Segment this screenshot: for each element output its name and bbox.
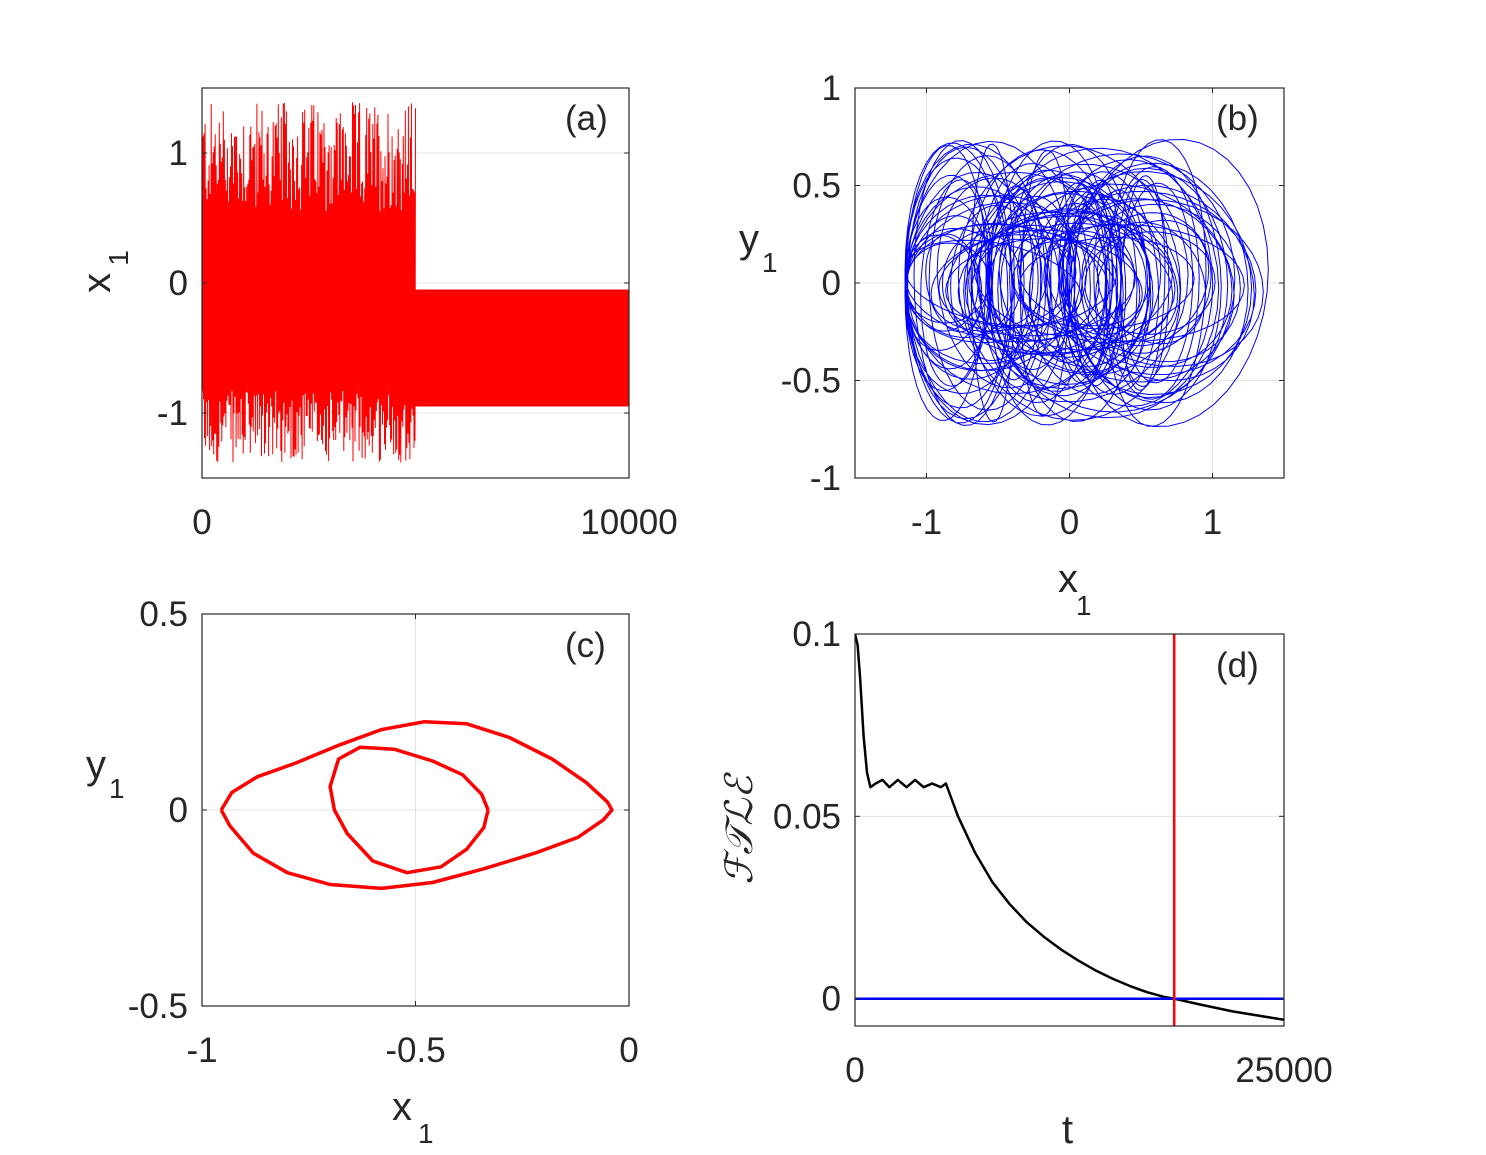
x-tick-label: 0 xyxy=(1060,503,1079,542)
panel-b-xlabel: x 1 xyxy=(1058,557,1092,621)
panel-b-xlabel-main: x xyxy=(1058,557,1078,601)
y-tick-label: -1 xyxy=(157,394,188,433)
panel-c-label: (c) xyxy=(565,626,606,665)
panel-c-grid xyxy=(201,613,630,1007)
x-tick-label: 0 xyxy=(192,503,211,542)
panel-a-ticks: 0 10000 -1 0 1 xyxy=(157,88,678,542)
panel-b-label: (b) xyxy=(1216,99,1259,138)
panel-b-attractor xyxy=(904,138,1269,428)
panel-c-ylabel: y 1 xyxy=(86,743,125,804)
panel-b-series xyxy=(904,138,1269,428)
panel-a-series xyxy=(202,102,629,463)
panel-d: 0 25000 0 0.05 0.1 (d) t ℱ𝒯ℒℰ xyxy=(717,615,1333,1152)
y-tick-label: 0 xyxy=(169,264,188,303)
y-tick-label: 0.5 xyxy=(792,167,841,206)
panel-c-xlabel-sub: 1 xyxy=(418,1118,434,1149)
panel-d-series xyxy=(855,634,1284,1026)
panel-d-ftle xyxy=(855,634,1284,1022)
panel-c: -1 -0.5 0 -0.5 0 0.5 (c) x 1 y 1 xyxy=(86,595,639,1149)
y-tick-label: 0.05 xyxy=(773,797,841,836)
y-tick-label: -0.5 xyxy=(128,987,188,1026)
panel-a-ylabel-sub: 1 xyxy=(103,250,134,266)
panel-a-periodic-band xyxy=(415,289,629,407)
panel-b-xlabel-sub: 1 xyxy=(1076,590,1092,621)
x-tick-label: 1 xyxy=(1203,503,1222,542)
y-tick-label: 0 xyxy=(169,791,188,830)
panel-a-label: (a) xyxy=(565,99,608,138)
y-tick-label: 1 xyxy=(169,134,188,173)
panel-b-ylabel-main: y xyxy=(739,217,759,261)
y-tick-label: 0.1 xyxy=(792,615,841,654)
x-tick-label: 10000 xyxy=(580,503,677,542)
y-tick-label: 0.5 xyxy=(139,595,188,634)
panel-c-ylabel-sub: 1 xyxy=(109,773,125,804)
y-tick-label: -0.5 xyxy=(781,362,841,401)
panel-d-frame xyxy=(854,633,1285,1027)
panel-a: 0 10000 -1 0 1 (a) x 1 xyxy=(75,87,678,542)
y-tick-label: 0 xyxy=(822,980,841,1019)
panel-b-ylabel-sub: 1 xyxy=(762,247,778,278)
y-tick-label: -1 xyxy=(810,459,841,498)
panel-b: -1 0 1 -1 -0.5 0 0.5 1 (b) x 1 y 1 xyxy=(739,69,1285,621)
panel-c-ticks: -1 -0.5 0 -0.5 0 0.5 xyxy=(128,595,639,1070)
panel-c-xlabel: x 1 xyxy=(392,1085,434,1149)
y-tick-label: 0 xyxy=(822,264,841,303)
x-tick-label: 0 xyxy=(845,1051,864,1090)
panel-b-ticks: -1 0 1 -1 -0.5 0 0.5 1 xyxy=(781,69,1284,542)
x-tick-label: 0 xyxy=(619,1031,638,1070)
panel-d-grid xyxy=(854,633,1285,1026)
panel-b-ylabel: y 1 xyxy=(739,217,778,278)
panel-c-series xyxy=(219,720,614,891)
panel-c-ylabel-main: y xyxy=(86,743,106,787)
panel-d-label: (d) xyxy=(1216,646,1259,685)
panel-c-inner-loop xyxy=(328,745,490,875)
panel-c-xlabel-main: x xyxy=(392,1085,412,1129)
panel-a-ylabel-main: x xyxy=(75,273,119,293)
x-tick-label: -1 xyxy=(186,1031,217,1070)
panel-c-outer-loop xyxy=(219,720,614,891)
panel-d-ticks: 0 25000 0 0.05 0.1 xyxy=(773,615,1333,1090)
panel-a-chaotic-signal xyxy=(202,102,416,463)
y-tick-label: 1 xyxy=(822,69,841,108)
x-tick-label: -1 xyxy=(911,503,942,542)
panel-d-ylabel: ℱ𝒯ℒℰ xyxy=(717,771,761,884)
x-tick-label: 25000 xyxy=(1235,1051,1332,1090)
x-tick-label: -0.5 xyxy=(385,1031,445,1070)
panel-d-xlabel: t xyxy=(1062,1108,1073,1152)
panel-a-ylabel: x 1 xyxy=(75,250,134,293)
